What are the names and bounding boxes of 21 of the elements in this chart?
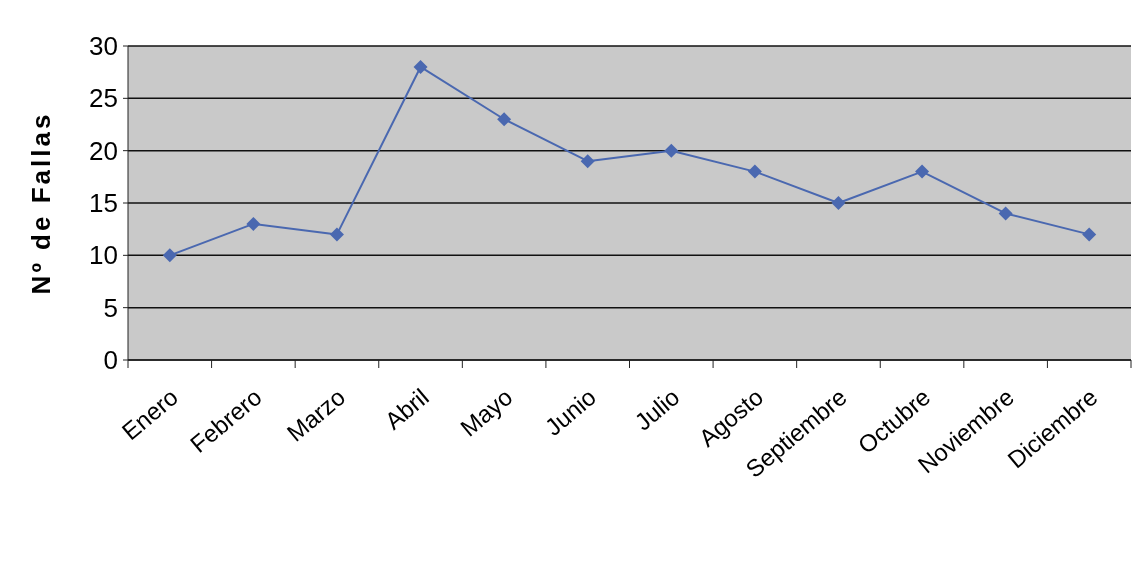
x-tick-label: Julio (629, 383, 685, 436)
point (497, 112, 512, 127)
point (831, 196, 846, 210)
point (329, 227, 344, 242)
point (162, 248, 177, 263)
y-tick-label: 30 (89, 31, 118, 62)
point (747, 164, 762, 179)
y-tick-label: 25 (89, 83, 118, 114)
point (664, 143, 679, 158)
point (915, 164, 930, 179)
y-tick-label: 5 (103, 292, 118, 323)
point (1082, 227, 1097, 242)
y-tick-label: 10 (89, 240, 118, 271)
point (580, 154, 595, 169)
y-tick-label: 20 (89, 135, 118, 166)
y-tick-label: 0 (103, 345, 118, 376)
point (246, 216, 261, 231)
y-axis-title: Nº de Fallas (26, 111, 56, 295)
point (413, 59, 428, 74)
point (998, 206, 1013, 221)
y-tick-label: 15 (89, 188, 118, 219)
